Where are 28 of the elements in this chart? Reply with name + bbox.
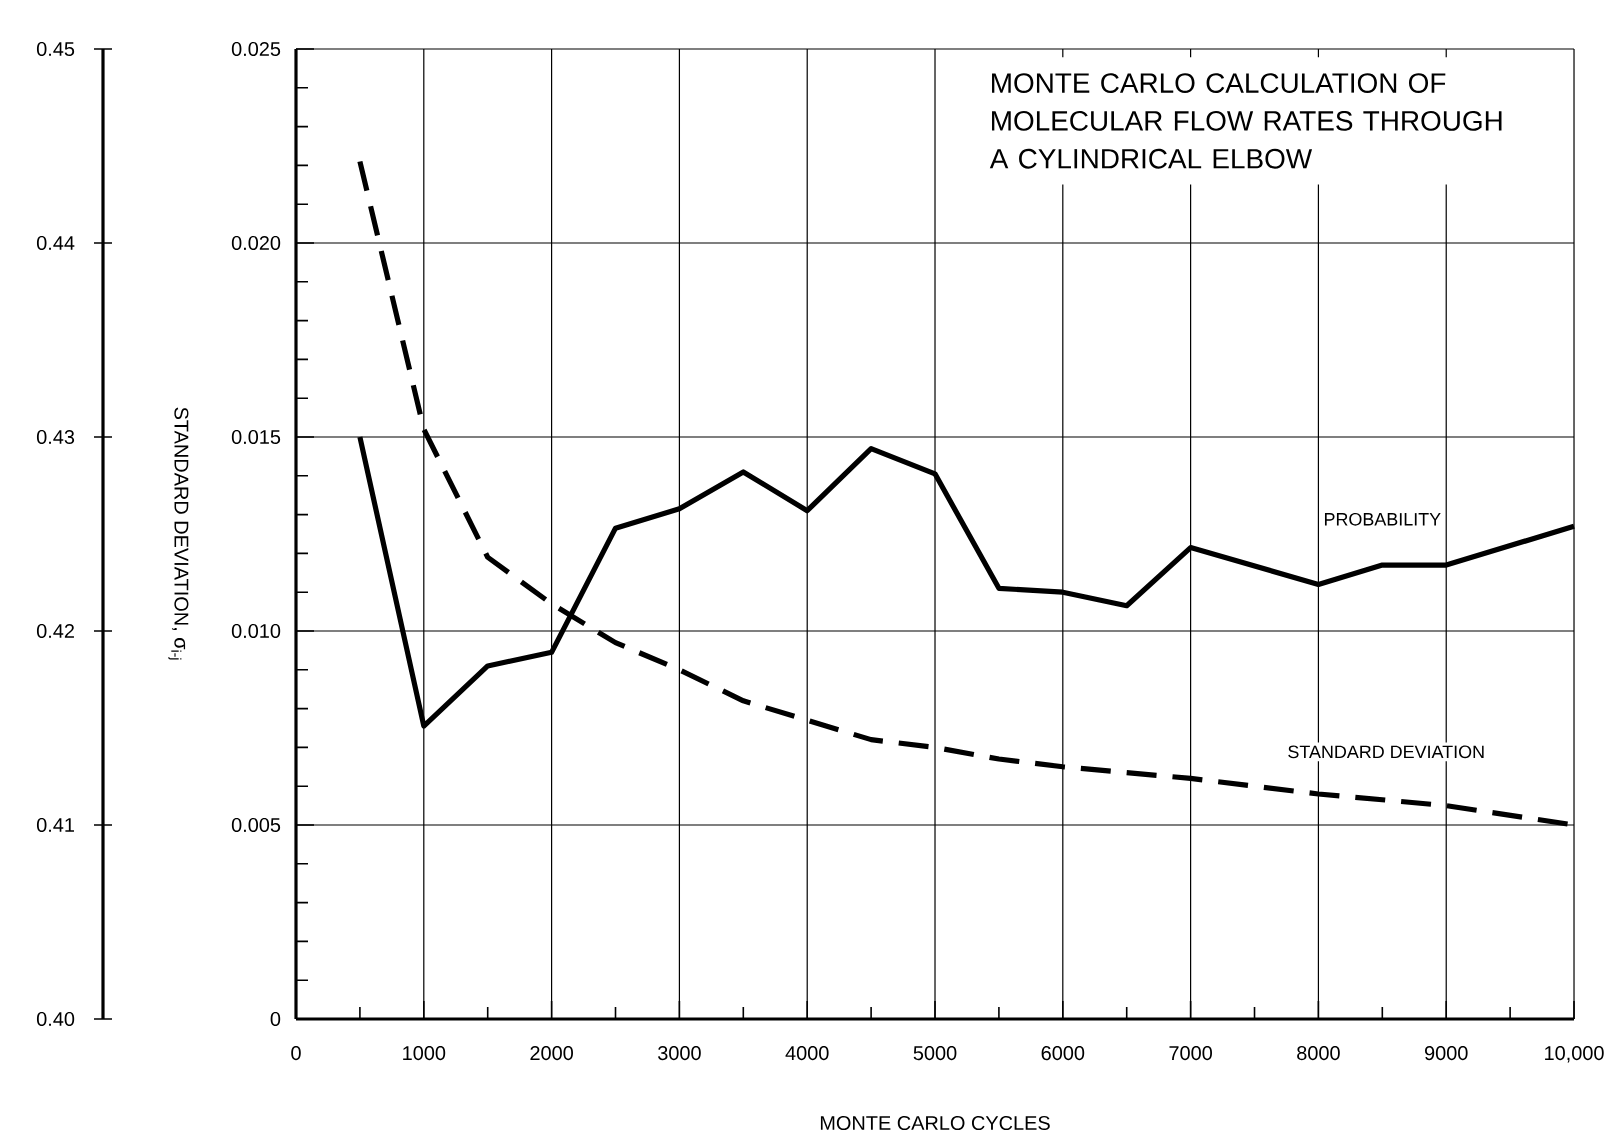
x-tick-label: 9000 bbox=[1424, 1046, 1468, 1061]
x-tick-label: 2000 bbox=[530, 1046, 573, 1061]
text: MONTE CARLO CALCULATION OF MOLECULAR FLOW RATES THROUGH A CYLINDRICAL ELBOW bbox=[989, 73, 1502, 169]
y2-tick-label: 0.41 bbox=[36, 817, 74, 833]
x-tick-label: 10,000 bbox=[1545, 1046, 1604, 1063]
y-tick-label: 0.010 bbox=[231, 623, 281, 639]
y-tick-label: 0.025 bbox=[231, 41, 281, 57]
x-tick-label: 3000 bbox=[657, 1046, 701, 1061]
x-tick-label: 1000 bbox=[403, 1046, 446, 1061]
x-tick-label: 5000 bbox=[913, 1046, 957, 1061]
y2-tick-label: 0.40 bbox=[36, 1011, 75, 1027]
y-tick-label: 0.015 bbox=[231, 429, 281, 445]
y2-tick-label: 0.44 bbox=[36, 235, 75, 251]
text: PROBABILITY bbox=[1324, 512, 1441, 526]
series-label: STANDARD DEVIATION bbox=[1288, 745, 1484, 759]
y-axis-title: STANDARD DEVIATION, σ$_{i-j}$ bbox=[168, 407, 189, 660]
x-axis-title: MONTE CARLO CYCLES bbox=[820, 1115, 1050, 1131]
x-tick-label: 7000 bbox=[1169, 1046, 1212, 1061]
y-tick-label: 0.005 bbox=[231, 817, 281, 833]
y2-tick-label: 0.45 bbox=[36, 41, 75, 57]
x-tick-label: 0 bbox=[291, 1046, 301, 1061]
x-tick-label: 4000 bbox=[785, 1046, 829, 1061]
x-tick-label: 8000 bbox=[1297, 1046, 1340, 1061]
y2-tick-label: 0.43 bbox=[36, 429, 75, 445]
y-tick-label: 0 bbox=[270, 1011, 281, 1027]
y2-tick-label: 0.42 bbox=[36, 623, 74, 639]
x-tick-label: 6000 bbox=[1041, 1046, 1085, 1061]
y-tick-label: 0.020 bbox=[231, 235, 281, 251]
